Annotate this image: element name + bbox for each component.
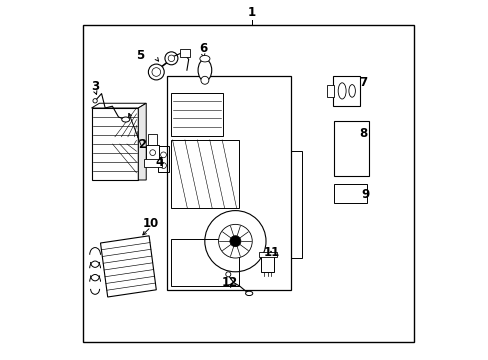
Ellipse shape — [245, 291, 252, 296]
Text: 6: 6 — [199, 42, 207, 55]
Ellipse shape — [348, 85, 355, 97]
Polygon shape — [101, 236, 156, 297]
Bar — [179, 49, 190, 57]
Polygon shape — [138, 103, 146, 180]
Circle shape — [160, 163, 166, 168]
Bar — [261, 256, 274, 272]
Circle shape — [225, 272, 230, 277]
Polygon shape — [91, 103, 146, 108]
Circle shape — [204, 211, 265, 272]
Text: 2: 2 — [138, 138, 145, 150]
Text: 7: 7 — [359, 76, 366, 89]
Text: 10: 10 — [142, 217, 159, 230]
Text: 3: 3 — [91, 80, 99, 93]
Ellipse shape — [338, 83, 346, 99]
Bar — [170, 93, 223, 136]
Ellipse shape — [198, 59, 211, 81]
Circle shape — [218, 224, 252, 258]
Text: 8: 8 — [359, 127, 366, 140]
Circle shape — [148, 64, 164, 80]
Text: 1: 1 — [247, 6, 255, 19]
Text: 5: 5 — [136, 49, 144, 62]
Bar — [326, 85, 333, 97]
Circle shape — [164, 52, 178, 65]
Ellipse shape — [122, 117, 129, 122]
Circle shape — [168, 55, 174, 62]
Bar — [143, 159, 162, 167]
Bar — [334, 121, 368, 176]
Bar — [334, 184, 366, 203]
Ellipse shape — [200, 55, 209, 62]
Bar — [170, 239, 239, 286]
Text: 11: 11 — [263, 246, 279, 258]
Circle shape — [229, 236, 241, 247]
Bar — [146, 145, 159, 160]
Text: 12: 12 — [222, 276, 238, 289]
Bar — [148, 134, 157, 145]
Text: 9: 9 — [360, 188, 368, 201]
Bar — [258, 252, 277, 257]
Circle shape — [149, 150, 155, 156]
Bar — [167, 76, 291, 290]
Circle shape — [152, 68, 160, 76]
Bar — [158, 146, 168, 172]
Bar — [82, 25, 413, 342]
Text: 4: 4 — [156, 156, 163, 168]
Circle shape — [201, 76, 208, 84]
Bar — [91, 108, 138, 180]
Bar — [291, 150, 302, 258]
Circle shape — [160, 152, 166, 158]
Circle shape — [93, 99, 97, 103]
Bar — [170, 140, 239, 208]
Bar — [332, 76, 359, 106]
